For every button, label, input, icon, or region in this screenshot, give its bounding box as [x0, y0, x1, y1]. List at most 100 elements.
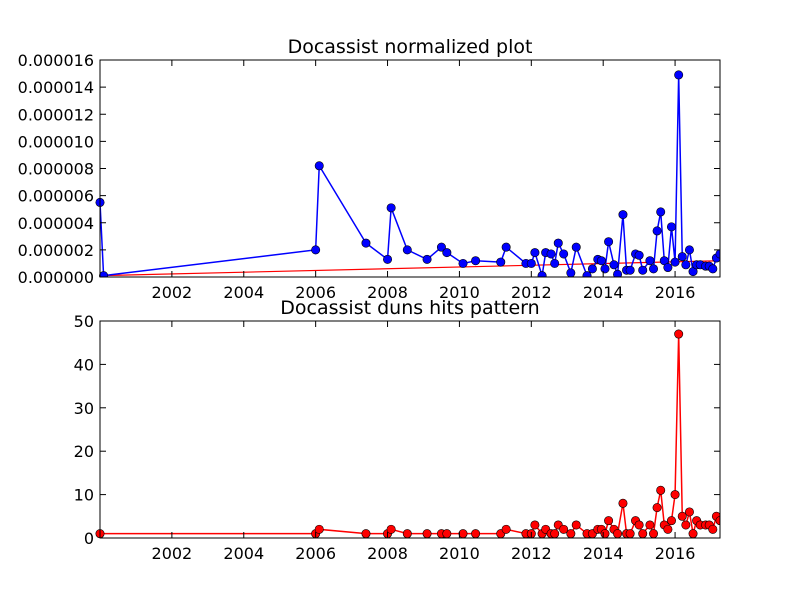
data-point	[613, 529, 623, 538]
data-point	[684, 507, 694, 517]
x-tick-label: 2012	[511, 283, 552, 302]
y-tick-label: 0.000014	[18, 78, 94, 97]
data-point	[422, 254, 432, 264]
x-tick-label: 2006	[295, 283, 336, 302]
data-point	[625, 265, 635, 275]
data-point	[501, 242, 511, 252]
y-tick-label: 40	[74, 355, 94, 374]
y-tick-label: 0.000016	[18, 51, 94, 70]
data-point	[361, 529, 371, 538]
x-tick-label: 2014	[583, 544, 624, 563]
data-point	[666, 516, 676, 526]
data-point	[537, 271, 547, 277]
data-point	[652, 226, 662, 236]
data-point	[652, 503, 662, 513]
data-point	[638, 529, 648, 538]
data-point	[645, 256, 655, 266]
data-point	[708, 524, 718, 534]
y-tick-label: 0.000004	[18, 214, 94, 233]
y-tick-label: 0.000008	[18, 160, 94, 179]
data-point	[649, 264, 659, 274]
chart-title: Docassist duns hits pattern	[280, 297, 539, 319]
data-point	[645, 520, 655, 530]
data-point	[314, 524, 324, 534]
data-point	[670, 490, 680, 500]
data-point	[526, 258, 536, 268]
data-point	[402, 245, 412, 255]
y-tick-label: 30	[74, 399, 94, 418]
data-point	[634, 250, 644, 260]
x-tick-label: 2002	[152, 283, 193, 302]
data-point	[386, 203, 396, 213]
data-point	[656, 485, 666, 495]
data-point	[618, 210, 628, 220]
data-point	[402, 529, 412, 538]
x-tick-label: 2006	[295, 544, 336, 563]
plot-area	[95, 70, 720, 277]
data-point	[609, 260, 619, 270]
axes-frame	[99, 320, 721, 539]
data-point	[663, 263, 673, 273]
data-point	[638, 265, 648, 275]
data-point	[386, 524, 396, 534]
x-tick-label: 2008	[367, 283, 408, 302]
data-point	[677, 252, 687, 262]
data-point	[501, 524, 511, 534]
data-point	[458, 529, 468, 538]
data-point	[625, 529, 635, 538]
data-point	[677, 511, 687, 521]
data-point	[314, 161, 324, 171]
data-point	[566, 529, 576, 538]
data-point	[708, 264, 718, 274]
y-tick-label: 0.000012	[18, 105, 94, 124]
data-point	[550, 529, 560, 538]
data-point	[471, 529, 481, 538]
data-point	[553, 238, 563, 248]
chart-title: Docassist normalized plot	[288, 36, 533, 58]
data-point	[311, 245, 321, 255]
x-tick-label: 2008	[367, 544, 408, 563]
data-point	[596, 256, 606, 266]
data-point	[618, 498, 628, 508]
duns-hits-plot-panel: Docassist duns hits pattern 0 10 20 30 40 50 20…	[74, 297, 721, 563]
data-point	[361, 238, 371, 248]
y-tick-label: 0.000010	[18, 132, 94, 151]
data-point	[663, 524, 673, 534]
data-point	[666, 222, 676, 232]
data-point	[582, 271, 592, 277]
data-point	[604, 237, 614, 247]
x-tick-label: 2010	[439, 283, 480, 302]
y-tick-label: 0.000006	[18, 187, 94, 206]
data-point	[436, 242, 446, 252]
y-tick-label: 50	[74, 312, 94, 331]
data-point	[600, 264, 610, 274]
data-point	[571, 242, 581, 252]
y-tick-label: 0	[84, 529, 94, 548]
y-tick-label: 20	[74, 442, 94, 461]
x-tick-label: 2004	[223, 283, 264, 302]
data-point	[613, 269, 623, 277]
data-point	[559, 524, 569, 534]
x-tick-label: 2010	[439, 544, 480, 563]
data-point	[99, 271, 109, 277]
x-tick-label: 2016	[655, 283, 696, 302]
x-tick-label: 2004	[223, 544, 264, 563]
x-tick-label: 2016	[655, 544, 696, 563]
data-point	[656, 207, 666, 217]
data-point	[681, 260, 691, 270]
normalized-plot-panel: Docassist normalized plot 0.000000 0.00000…	[18, 36, 721, 302]
data-point	[442, 529, 452, 538]
data-point	[546, 249, 556, 259]
y-tick-label: 0.000000	[18, 268, 94, 287]
data-point	[530, 248, 540, 258]
x-tick-label: 2012	[511, 544, 552, 563]
data-point	[442, 248, 452, 258]
data-point	[587, 264, 597, 274]
data-point	[688, 529, 698, 538]
data-point	[422, 529, 432, 538]
x-tick-label: 2002	[152, 544, 193, 563]
data-point	[458, 258, 468, 268]
data-point	[530, 520, 540, 530]
data-point	[600, 529, 610, 538]
